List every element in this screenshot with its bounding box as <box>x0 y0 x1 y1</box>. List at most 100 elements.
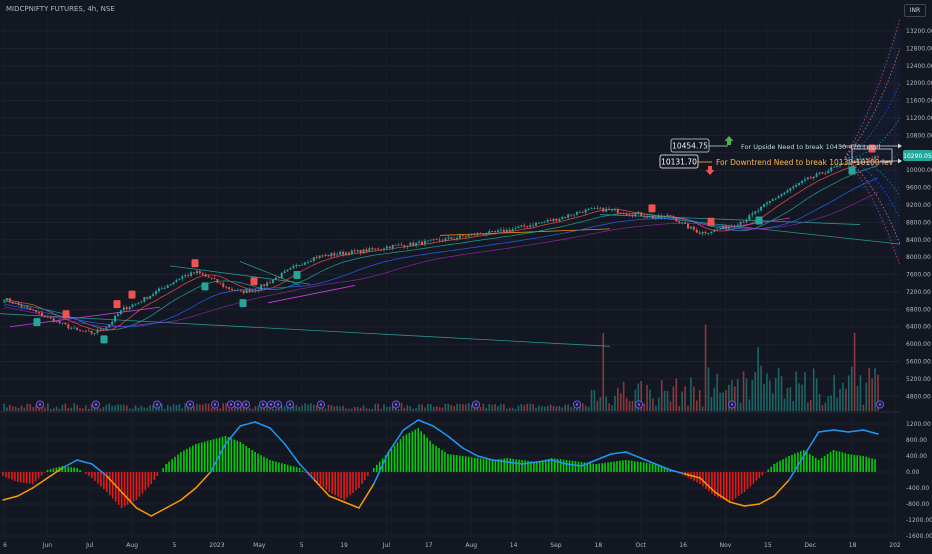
volume-bar <box>415 408 417 411</box>
oscillator-bar <box>483 459 485 472</box>
oscillator-bar <box>2 472 4 476</box>
volume-bar <box>296 405 298 411</box>
oscillator-bar <box>646 463 648 472</box>
oscillator-bar <box>773 464 775 472</box>
oscillator-bar <box>162 468 164 472</box>
oscillator-bar <box>521 460 523 472</box>
volume-bar <box>833 375 835 411</box>
volume-bar <box>480 407 482 411</box>
volume-bar <box>532 404 534 411</box>
volume-bar <box>465 404 467 411</box>
oscillator-bar <box>459 456 461 472</box>
volume-bar <box>21 405 23 411</box>
oscillator-bar <box>237 441 239 472</box>
oscillator-bar <box>44 472 46 473</box>
oscillator-bar <box>85 472 87 474</box>
volume-bar <box>383 404 385 411</box>
oscillator-tick-label: 1200.00 <box>906 421 931 428</box>
volume-bar <box>497 406 499 411</box>
oscillator-bar <box>842 452 844 472</box>
oscillator-bar <box>391 449 393 472</box>
volume-bar <box>170 407 172 411</box>
oscillator-bar <box>702 472 704 486</box>
volume-bar <box>529 404 531 411</box>
volume-bar <box>65 404 67 411</box>
oscillator-bar <box>492 460 494 472</box>
oscillator-bar <box>409 433 411 472</box>
price-tick-label: 10000.00 <box>906 167 932 174</box>
volume-bar <box>842 383 844 411</box>
volume-bar <box>173 404 175 411</box>
oscillator-bar <box>403 436 405 472</box>
time-tick-label: 202 <box>889 542 901 549</box>
time-tick-label: Dec <box>804 542 816 549</box>
volume-bar <box>196 404 198 411</box>
currency-button[interactable]: INR <box>904 4 926 17</box>
volume-bar <box>24 408 26 411</box>
time-tick-label: 18 <box>595 542 603 549</box>
oscillator-bar <box>11 472 13 480</box>
volume-bar <box>614 396 616 411</box>
oscillator-bar <box>572 461 574 472</box>
volume-bar <box>135 405 137 411</box>
volume-bar <box>860 375 862 411</box>
buy-marker <box>202 282 209 290</box>
sell-marker <box>129 291 136 299</box>
buy-marker <box>849 167 856 175</box>
oscillator-bar <box>779 461 781 472</box>
oscillator-bar <box>477 458 479 472</box>
oscillator-bar <box>201 442 203 472</box>
oscillator-bar <box>613 462 615 472</box>
price-tick-label: 7200.00 <box>906 289 931 296</box>
oscillator-bar <box>845 453 847 472</box>
oscillator-bar <box>204 442 206 472</box>
oscillator-bar <box>575 461 577 472</box>
volume-bar <box>47 403 49 411</box>
oscillator-bar <box>762 472 764 475</box>
volume-bar <box>222 403 224 411</box>
volume-bar <box>354 407 356 411</box>
volume-bar <box>719 393 721 411</box>
volume-bar <box>722 392 724 411</box>
volume-bar <box>553 406 555 411</box>
time-tick-label: 19 <box>340 542 348 549</box>
oscillator-bar <box>756 472 758 481</box>
oscillator-bar <box>426 438 428 472</box>
volume-bar <box>763 384 765 411</box>
volume-bar <box>126 405 128 411</box>
price-tick-label: 12400.00 <box>906 63 932 70</box>
oscillator-bar <box>744 472 746 492</box>
volume-bar <box>106 405 108 411</box>
volume-bar <box>111 406 113 411</box>
volume-bar <box>372 409 374 411</box>
volume-bar <box>649 390 651 411</box>
oscillator-bar <box>242 444 244 472</box>
oscillator-bar <box>287 465 289 472</box>
oscillator-bar <box>631 461 633 472</box>
oscillator-bar <box>53 468 55 472</box>
volume-bar <box>278 408 280 411</box>
volume-bar <box>117 404 119 411</box>
price-tick-label: 8800.00 <box>906 219 931 226</box>
oscillator-bar <box>41 472 43 476</box>
volume-bar <box>866 383 868 411</box>
oscillator-bar <box>281 463 283 472</box>
downtrend-level-text: For Downtrend Need to break 10130-10100 … <box>716 158 894 167</box>
volume-bar <box>778 368 780 411</box>
volume-bar <box>676 378 678 411</box>
sell-marker <box>63 310 70 318</box>
oscillator-bar <box>320 472 322 485</box>
buy-marker <box>101 335 108 343</box>
oscillator-bar <box>216 438 218 472</box>
volume-bar <box>374 404 376 411</box>
oscillator-bar <box>566 460 568 472</box>
oscillator-bar <box>432 444 434 472</box>
volume-bar <box>646 385 648 411</box>
oscillator-bar <box>317 472 319 482</box>
oscillator-bar <box>67 467 69 472</box>
volume-bar <box>737 379 739 411</box>
volume-bar <box>810 400 812 411</box>
volume-bar <box>488 404 490 411</box>
oscillator-bar <box>91 472 93 478</box>
